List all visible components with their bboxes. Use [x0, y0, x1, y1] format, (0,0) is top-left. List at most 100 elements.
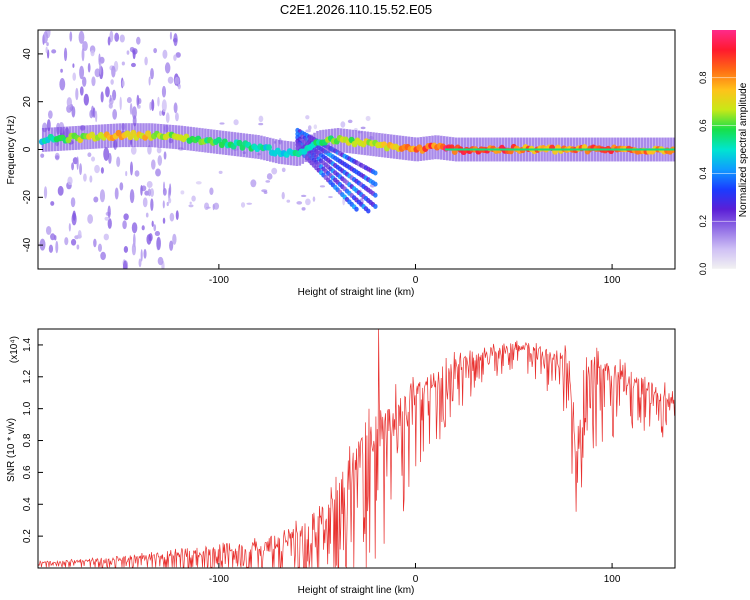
spectrogram-noise-blob [122, 260, 128, 269]
spectrogram-y-label: Frequency (Hz) [6, 116, 17, 185]
spectrogram-noise-blob [150, 198, 154, 211]
spectrogram-noise-blob [104, 216, 110, 221]
spectrogram-noise-blob [75, 87, 79, 101]
spectrogram-x-label: Height of straight line (km) [298, 287, 415, 298]
spectrogram-noise-blob [151, 220, 154, 227]
spectrogram-noise-blob [72, 63, 75, 68]
colorbar-tick-label: 0.0 [698, 263, 708, 276]
snr-y-tick-label: 0.8 [22, 433, 33, 447]
spectrogram-noise-blob [153, 47, 158, 54]
spectrogram-noise-blob [121, 80, 125, 87]
spectrogram-x-tick-label: 100 [604, 275, 621, 286]
spectrogram-noise-blob [300, 194, 307, 198]
spectrogram-noise-blob [167, 76, 174, 84]
spectrogram-noise-blob [119, 182, 124, 191]
spectrogram-noise-blob [138, 258, 142, 268]
colorbar-tick-label: 0.8 [698, 72, 708, 85]
spectrogram-noise-blob [91, 76, 96, 87]
spectrogram-noise-blob [162, 49, 168, 59]
spectrogram-noise-blob [301, 207, 306, 211]
spectrogram-noise-blob [271, 167, 278, 175]
spectrogram-y-tick-label: -20 [22, 190, 33, 205]
spectrogram-noise-blob [87, 62, 91, 73]
spectrogram-noise-blob [156, 236, 161, 251]
spectrogram-noise-blob [119, 96, 122, 111]
spectrogram-x-tick-label: 0 [413, 275, 419, 286]
spectrogram-noise-blob [180, 190, 185, 195]
spectrogram-noise-blob [340, 121, 346, 128]
spectrogram-y-tick-label: 0 [22, 146, 33, 152]
spectrogram-noise-blob [100, 167, 104, 174]
spectrogram-noise-blob [68, 222, 71, 232]
spectrogram-noise-blob [195, 181, 202, 185]
spectrogram-noise-blob [87, 152, 92, 158]
spectrogram-noise-blob [305, 115, 310, 120]
spectrogram-noise-blob [261, 189, 268, 193]
spectrogram-noise-blob [305, 198, 311, 206]
spectrogram-noise-blob [55, 240, 59, 254]
spectrogram-noise-blob [66, 97, 72, 108]
spectrogram-noise-blob [161, 85, 167, 98]
snr-y-ticks: 0.2 0.4 0.6 0.8 1.0 1.2 1.4 [22, 338, 43, 543]
spectrogram-noise-blob [169, 212, 175, 222]
spectrogram-noise-blob [218, 170, 223, 174]
spectrogram-noise-blob [45, 46, 48, 54]
spectrogram-noise-blob [95, 110, 98, 123]
spectrogram-noise-blob [90, 49, 95, 57]
spectrogram-noise-blob [175, 52, 181, 58]
spectrogram-noise-blob [144, 56, 148, 66]
spectrogram-noise-blob [169, 183, 172, 196]
snr-marks [38, 329, 675, 568]
spectrogram-noise-blob [64, 237, 69, 246]
snr-y-label: SNR (10 * v/v) [6, 418, 17, 482]
spectrogram-noise-blob [140, 249, 143, 262]
spectrogram-fan-blob [373, 192, 378, 198]
spectrogram-noise-blob [72, 210, 76, 221]
spectrogram-noise-blob [114, 187, 119, 200]
snr-y-tick-label: 0.6 [22, 465, 33, 479]
spectrogram-noise-blob [169, 31, 173, 40]
spectrogram-noise-blob [78, 30, 85, 44]
spectrogram-noise-blob [360, 126, 366, 130]
spectrogram-noise-blob [97, 243, 103, 252]
spectrogram-noise-blob [129, 189, 135, 204]
colorbar-label: Normalized spectral amplitude [738, 82, 749, 217]
snr-y-tick-label: 1.0 [22, 401, 33, 415]
spectrogram-marks [38, 30, 675, 269]
spectrogram-noise-blob [54, 155, 60, 160]
spectrogram-noise-blob [174, 76, 180, 85]
spectrogram-noise-blob [110, 79, 114, 85]
figure-title: C2E1.2026.110.15.52.E05 [280, 2, 432, 17]
spectrogram-noise-blob [48, 244, 54, 253]
spectrogram-noise-blob [168, 197, 172, 204]
spectrogram-noise-blob [141, 225, 145, 231]
spectrogram-noise-blob [71, 106, 76, 118]
spectrogram-noise-blob [112, 89, 117, 101]
spectrogram-noise-blob [99, 61, 102, 75]
spectrogram-noise-blob [172, 37, 178, 43]
spectrogram-noise-blob [67, 176, 73, 186]
spectrogram-noise-blob [121, 61, 125, 66]
spectrogram-noise-blob [79, 86, 84, 96]
spectrogram-noise-blob [94, 164, 100, 174]
spectrogram-noise-blob [83, 93, 89, 106]
spectrogram-noise-blob [136, 94, 140, 108]
spectrogram-noise-blob [307, 125, 312, 131]
spectrogram-noise-blob [173, 102, 178, 114]
spectrogram-noise-blob [347, 119, 353, 124]
spectrogram-noise-blob [136, 36, 141, 45]
spectrogram-noise-blob [79, 163, 82, 176]
spectrogram-noise-blob [246, 202, 253, 205]
spectrogram-noise-blob [154, 231, 161, 237]
spectrogram-noise-blob [51, 49, 57, 54]
spectrogram-noise-blob [175, 112, 179, 122]
spectrogram-noise-blob [233, 119, 239, 126]
snr-x-tick-label: -100 [209, 574, 229, 585]
spectrogram-noise-blob [155, 168, 161, 177]
spectrogram-noise-blob [70, 197, 76, 208]
spectrogram-noise-blob [250, 179, 257, 188]
spectrogram-noise-blob [131, 222, 138, 234]
spectrogram-noise-blob [365, 115, 371, 122]
spectrogram-noise-blob [312, 196, 316, 202]
spectrogram-noise-blob [151, 159, 156, 170]
